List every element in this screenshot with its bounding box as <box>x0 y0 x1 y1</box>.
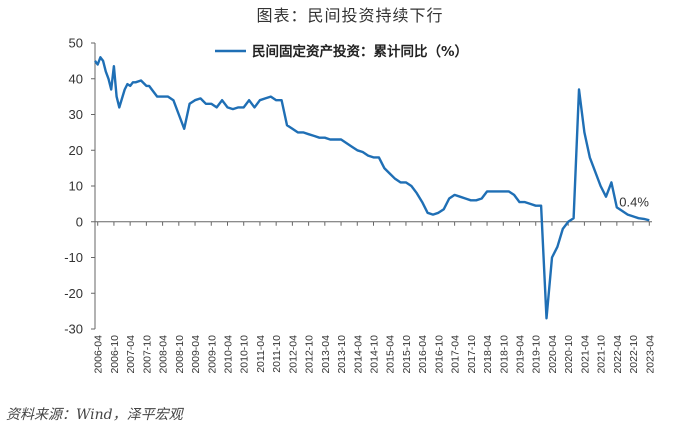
x-tick-label: 2012-04 <box>287 335 299 374</box>
x-tick-label: 2006-04 <box>93 335 105 374</box>
x-tick-label: 2015-10 <box>401 335 413 374</box>
x-tick-label: 2020-10 <box>563 335 575 374</box>
x-tick-label: 2022-04 <box>612 335 624 374</box>
x-tick-label: 2019-04 <box>515 335 527 374</box>
x-tick-label: 2012-10 <box>304 335 316 374</box>
x-tick-label: 2023-04 <box>644 335 656 374</box>
y-tick-label: -10 <box>64 250 83 265</box>
x-axis-ticks: 2006-04 2006-10 2007-04 2007-10 2008-04 2008-… <box>93 221 656 374</box>
y-tick-label: 20 <box>69 143 83 158</box>
x-tick-label: 2011-10 <box>271 335 283 373</box>
legend: 民间固定资产投资：累计同比（%） <box>215 43 468 60</box>
chart-title: 图表：民间投资持续下行 <box>256 6 444 25</box>
x-tick-label: 2021-04 <box>579 335 591 374</box>
x-tick-label: 2007-10 <box>141 335 153 374</box>
x-tick-label: 2009-10 <box>206 335 218 374</box>
y-tick-label: -30 <box>64 322 83 337</box>
y-tick-label: -20 <box>64 286 83 301</box>
x-tick-label: 2009-04 <box>190 335 202 374</box>
x-tick-label: 2018-10 <box>498 335 510 374</box>
x-tick-label: 2011-04 <box>255 335 267 373</box>
x-tick-label: 2020-04 <box>547 335 559 374</box>
y-tick-label: 10 <box>69 179 83 194</box>
series-line <box>94 56 650 320</box>
x-tick-label: 2019-10 <box>531 335 543 374</box>
x-tick-label: 2017-04 <box>450 335 462 374</box>
y-axis-ticks: 50 40 30 20 10 0 -10 -20 -30 <box>64 36 95 337</box>
source-note: 资料来源：Wind，泽平宏观 <box>6 407 183 423</box>
x-tick-label: 2014-04 <box>352 335 364 374</box>
x-tick-label: 2010-10 <box>239 335 251 374</box>
x-tick-label: 2013-04 <box>320 335 332 374</box>
legend-label: 民间固定资产投资：累计同比（%） <box>252 43 468 60</box>
x-tick-label: 2022-10 <box>628 335 640 374</box>
last-value-annotation: 0.4% <box>619 194 649 209</box>
x-tick-label: 2016-10 <box>433 335 445 374</box>
x-tick-label: 2021-10 <box>596 335 608 374</box>
x-tick-label: 2008-10 <box>174 335 186 374</box>
x-tick-label: 2015-04 <box>385 335 397 374</box>
x-tick-label: 2014-10 <box>369 335 381 374</box>
x-tick-label: 2007-04 <box>125 335 137 374</box>
x-tick-label: 2010-04 <box>222 335 234 374</box>
x-tick-label: 2008-04 <box>158 335 170 374</box>
y-tick-label: 40 <box>69 71 83 86</box>
y-tick-label: 0 <box>76 214 83 229</box>
x-tick-label: 2006-10 <box>109 335 121 374</box>
x-tick-label: 2013-10 <box>336 335 348 374</box>
x-tick-label: 2016-04 <box>417 335 429 374</box>
y-tick-label: 50 <box>69 36 83 51</box>
x-tick-label: 2018-04 <box>482 335 494 374</box>
y-tick-label: 30 <box>69 107 83 122</box>
x-tick-label: 2017-10 <box>466 335 478 374</box>
